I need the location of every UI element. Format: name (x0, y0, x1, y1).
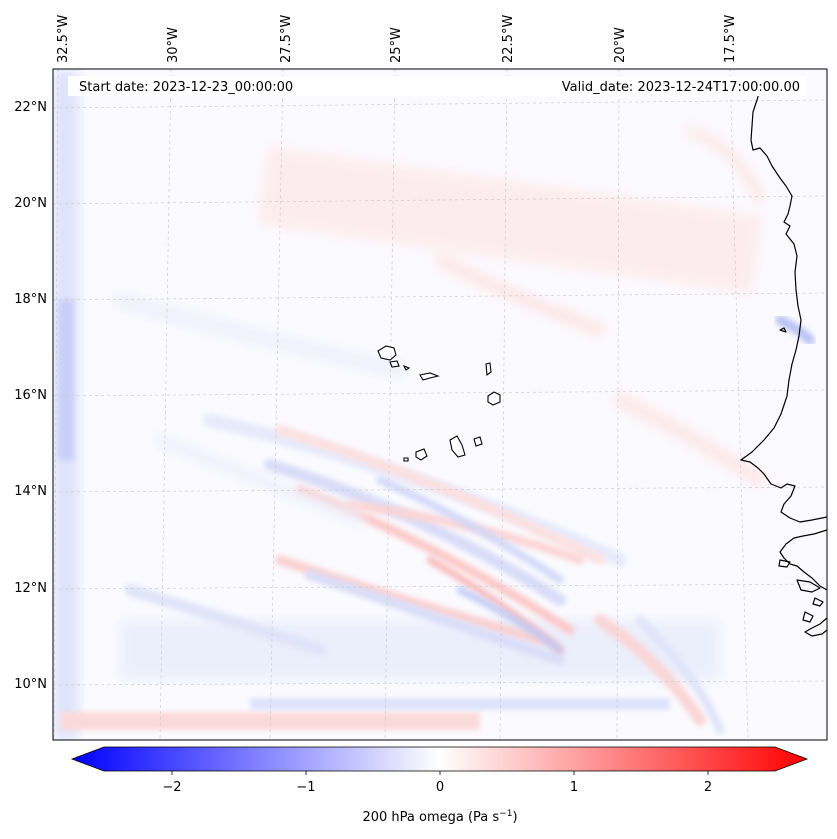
island-sao-nicolau (419, 372, 440, 381)
island-goree (779, 327, 787, 333)
lon-label: 30°W (166, 27, 181, 63)
graticule (53, 69, 827, 740)
coast-guinea (804, 617, 827, 637)
island-santa-luzia (402, 364, 411, 371)
lon-label: 22.5°W (501, 15, 516, 63)
omega-field (53, 69, 827, 740)
lon-label: 25°W (389, 27, 404, 63)
longitude-labels: 32.5°W 30°W 27.5°W 25°W 22.5°W 20°W 17.5… (56, 15, 738, 63)
island-sao-vicente (389, 360, 400, 368)
lat-label: 20°N (14, 196, 47, 211)
meridian-25w (384, 69, 396, 740)
lat-label: 12°N (14, 581, 47, 596)
lat-label: 14°N (14, 484, 47, 499)
west-africa-coastline (740, 89, 827, 637)
colorbar-body (70, 746, 809, 772)
lon-label: 27.5°W (279, 15, 294, 63)
meridian-20w (616, 69, 620, 740)
meridian-17-5w (729, 69, 749, 740)
meridian-30w (159, 69, 172, 740)
lat-label: 22°N (14, 100, 47, 115)
lon-label: 20°W (613, 27, 628, 63)
lon-label: 32.5°W (56, 15, 71, 63)
valid-date-label: Valid_date: 2023-12-24T17:00:00.00 (562, 80, 800, 95)
colorbar-tick-label: 2 (704, 780, 712, 795)
map-panel: Start date: 2023-12-23_00:00:00 Valid_da… (52, 68, 828, 741)
coast-guinea-bissau (779, 529, 827, 591)
bottom-red-band (60, 712, 480, 730)
colorbar-label-exponent: −1 (499, 809, 512, 819)
map-frame (52, 68, 828, 741)
cape-verde-islands (377, 345, 501, 462)
coast-mauritania-senegal (740, 89, 827, 523)
start-date-label: Start date: 2023-12-23_00:00:00 (79, 80, 293, 95)
colorbar-tick-label: 1 (570, 780, 578, 795)
lat-label: 16°N (14, 388, 47, 403)
lat-label: 18°N (14, 292, 47, 307)
island-fogo (415, 448, 428, 461)
colorbar: −2 −1 0 1 2 200 hPa omega (Pa s−1) (70, 746, 809, 825)
colorbar-ticks (171, 771, 709, 775)
upper-red-wash (256, 145, 764, 295)
date-banner (68, 76, 806, 96)
coast-guinea-islets (778, 559, 824, 623)
west-strong-band (58, 300, 74, 460)
colorbar-label-text: 200 hPa omega (Pa s (362, 810, 499, 825)
island-brava (403, 457, 409, 462)
island-santiago (449, 435, 466, 458)
colorbar-tick-label: −1 (296, 780, 315, 795)
bottom-blue-band (250, 698, 670, 710)
lat-label: 10°N (14, 677, 47, 692)
colorbar-tick-label: 0 (436, 780, 444, 795)
island-sal (485, 362, 492, 377)
latitude-labels: 22°N 20°N 18°N 16°N 14°N 12°N 10°N (14, 100, 47, 692)
colorbar-tick-label: −2 (162, 780, 181, 795)
island-maio (473, 436, 483, 447)
island-boa-vista (487, 391, 501, 406)
wave-bands (113, 125, 815, 735)
meridian-27-5w (269, 69, 284, 740)
meridian-22-5w (499, 69, 508, 740)
lon-label: 17.5°W (723, 15, 738, 63)
meridian-32-5w (53, 69, 59, 740)
colorbar-label: 200 hPa omega (Pa s−1) (362, 809, 517, 825)
colorbar-tick-labels: −2 −1 0 1 2 (162, 780, 712, 795)
island-santo-antao (377, 345, 397, 361)
colorbar-label-close: ) (512, 810, 517, 825)
